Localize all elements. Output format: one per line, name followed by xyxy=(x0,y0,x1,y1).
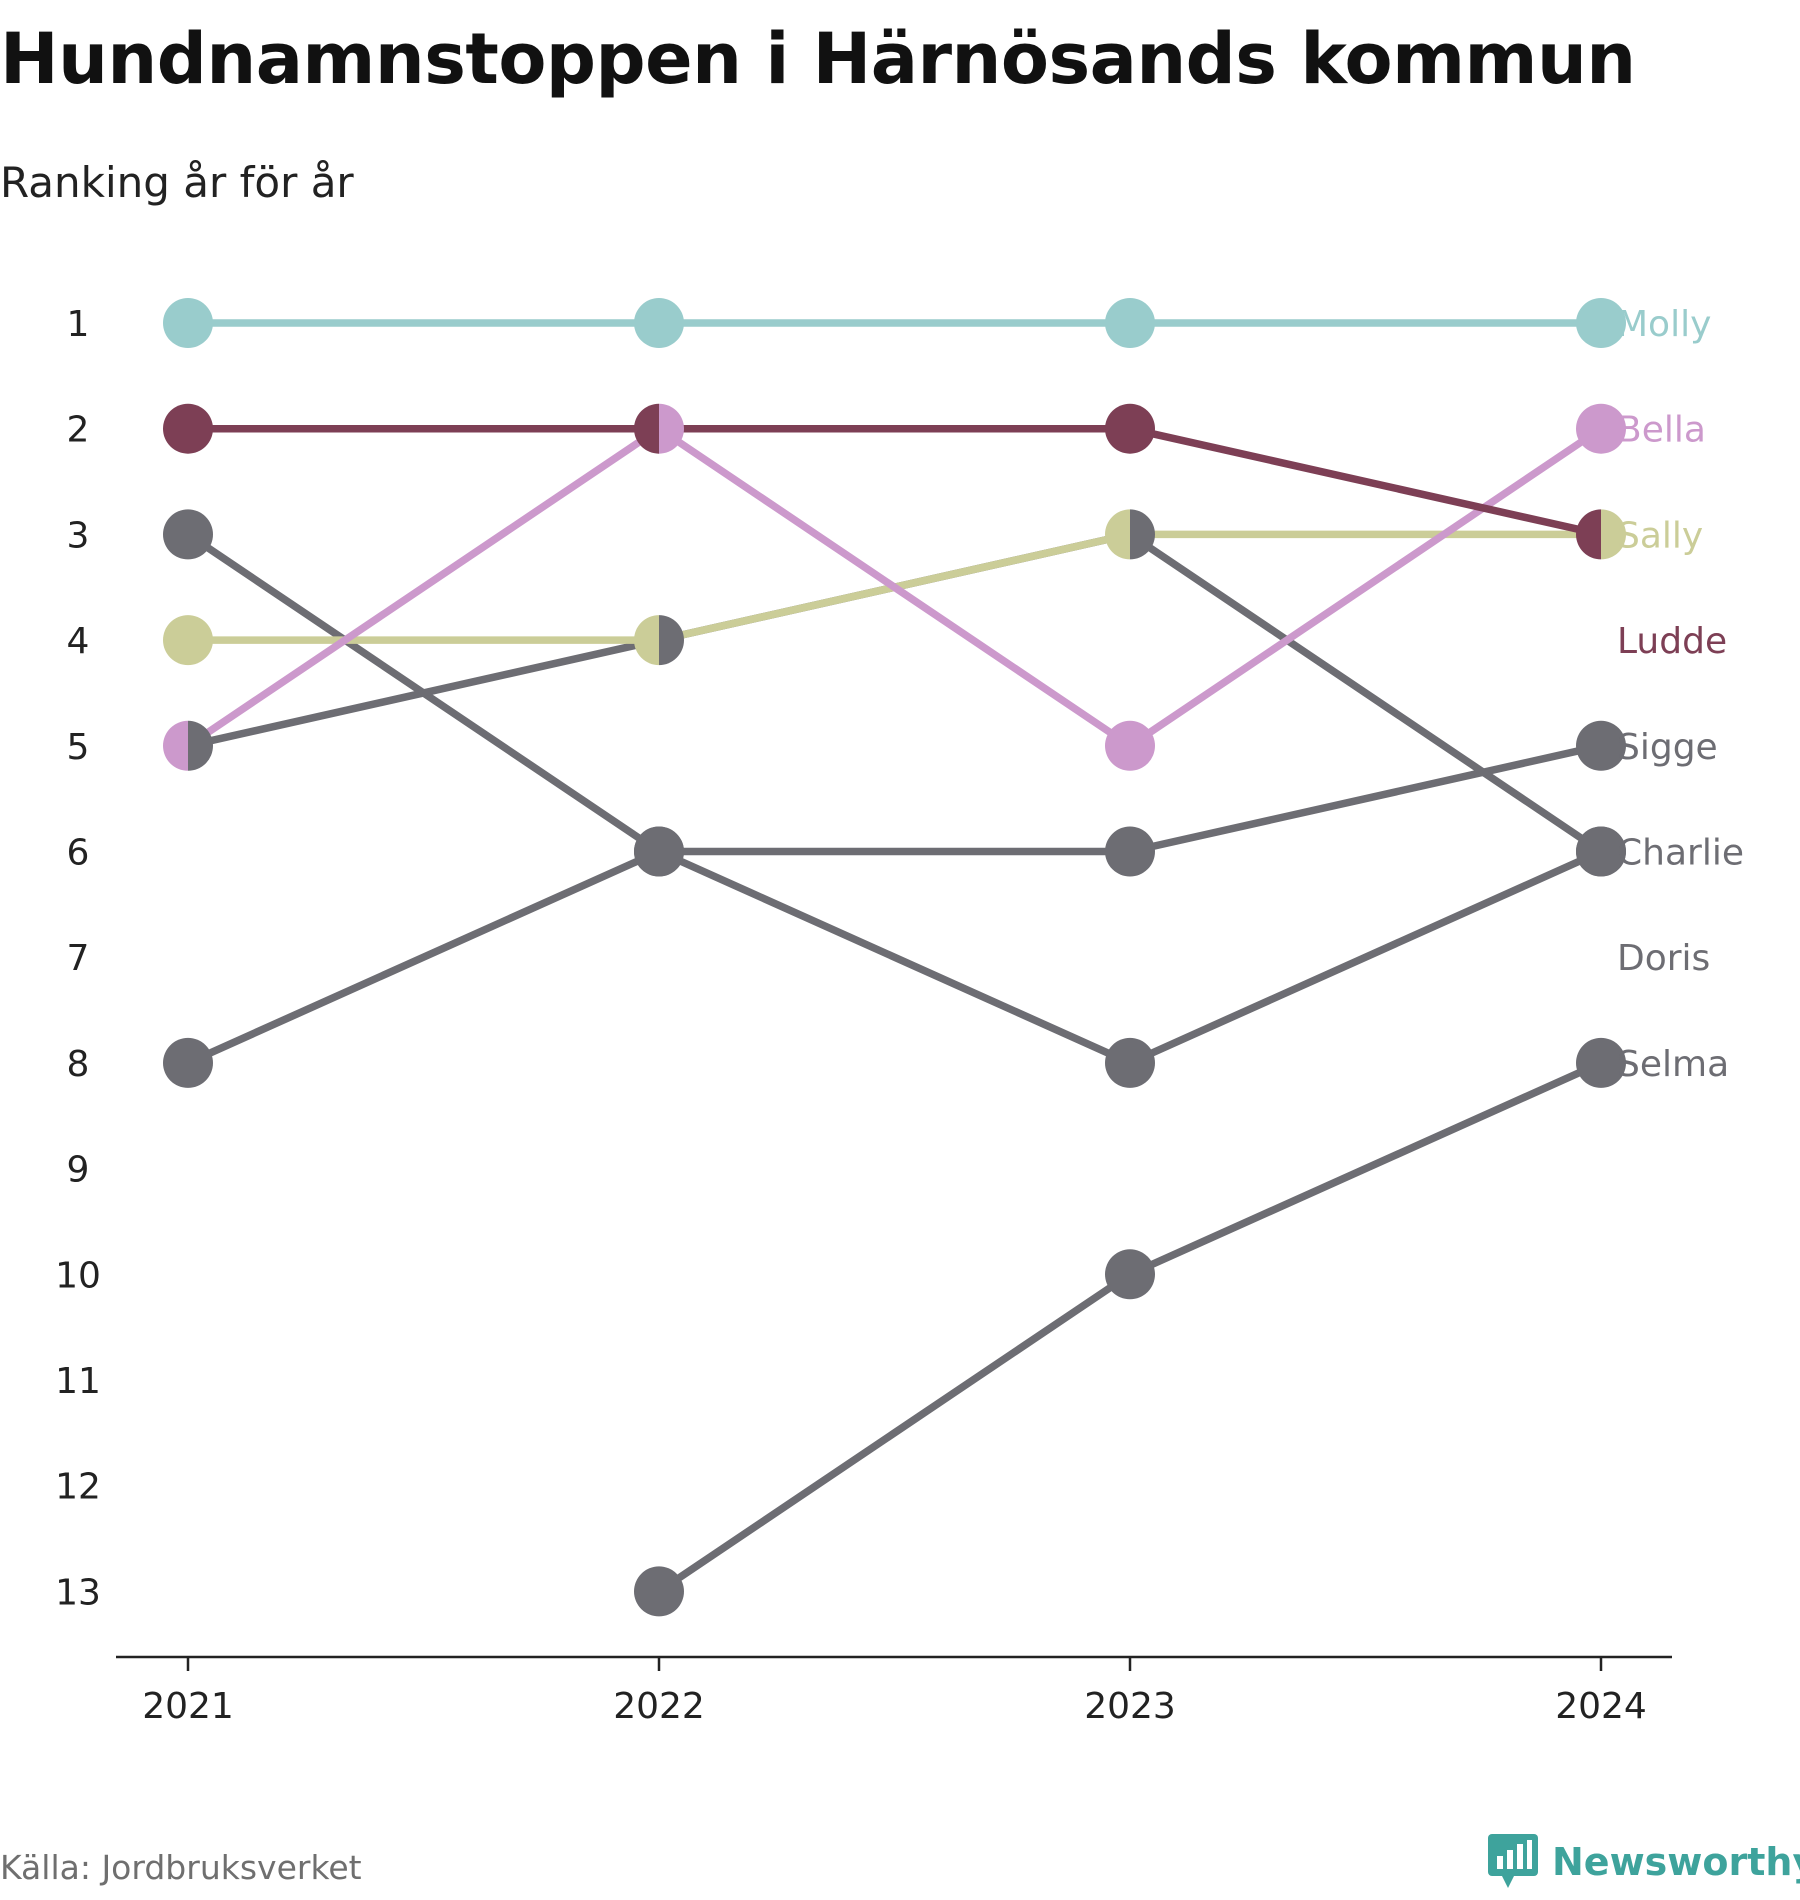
series-label-sigge: Sigge xyxy=(1617,727,1718,768)
y-tick-label: 12 xyxy=(55,1467,101,1508)
y-tick-label: 9 xyxy=(67,1150,90,1191)
y-tick-label: 11 xyxy=(55,1361,101,1402)
chart-title: Hundnamnstoppen i Härnösands kommun xyxy=(0,18,1636,100)
point-ludde xyxy=(163,403,213,454)
point-sigge xyxy=(188,720,214,771)
series-line-charlie xyxy=(184,530,1605,856)
chart-subtitle: Ranking år för år xyxy=(0,158,354,207)
point-molly xyxy=(634,298,684,348)
x-tick-label: 2021 xyxy=(142,1686,234,1727)
x-tick-label: 2024 xyxy=(1555,1686,1647,1727)
point-bella xyxy=(1105,720,1155,771)
brand-logo: Newsworthy xyxy=(1488,1834,1800,1890)
y-tick-label: 13 xyxy=(55,1572,101,1613)
point-charlie xyxy=(634,826,684,877)
point-selma xyxy=(634,1566,684,1617)
point-charlie xyxy=(1576,720,1626,771)
newsworthy-logo-icon xyxy=(1488,1834,1538,1888)
series-label-ludde: Ludde xyxy=(1617,621,1727,662)
point-ludde xyxy=(633,403,659,454)
series-line-ludde xyxy=(184,424,1605,539)
y-tick-label: 7 xyxy=(67,938,90,979)
y-tick-label: 10 xyxy=(55,1255,101,1296)
point-sally xyxy=(1601,509,1627,560)
point-doris xyxy=(163,1037,213,1088)
y-tick-label: 4 xyxy=(67,621,90,662)
y-tick-label: 5 xyxy=(67,727,90,768)
point-molly xyxy=(1576,298,1626,348)
point-bella xyxy=(163,720,188,771)
series-label-sally: Sally xyxy=(1617,515,1703,556)
series-line-bella xyxy=(184,424,1605,750)
series-label-doris: Doris xyxy=(1617,938,1710,979)
point-sigge xyxy=(1576,826,1626,877)
y-tick-label: 6 xyxy=(67,833,90,874)
brand-name: Newsworthy xyxy=(1552,1840,1800,1884)
point-selma xyxy=(1105,1249,1155,1300)
series-line-sigge xyxy=(184,530,1605,856)
point-sally xyxy=(633,615,659,666)
x-tick-label: 2023 xyxy=(1084,1686,1176,1727)
point-doris xyxy=(1105,1037,1155,1088)
y-tick-label: 2 xyxy=(67,410,90,451)
y-tick-label: 1 xyxy=(67,304,90,345)
y-tick-label: 3 xyxy=(67,515,90,556)
series-label-charlie: Charlie xyxy=(1617,833,1744,874)
series-label-selma: Selma xyxy=(1617,1044,1729,1085)
point-bella xyxy=(659,403,684,454)
series-line-selma xyxy=(655,1059,1605,1596)
point-molly xyxy=(1105,298,1155,348)
point-sally xyxy=(163,615,213,666)
series-label-molly: Molly xyxy=(1617,304,1711,345)
point-ludde xyxy=(1576,509,1601,560)
source-note: Källa: Jordbruksverket xyxy=(0,1848,362,1887)
point-charlie xyxy=(1105,826,1155,877)
series-line-doris xyxy=(184,847,1605,1067)
point-ludde xyxy=(1105,403,1155,454)
point-sigge xyxy=(1130,509,1155,560)
x-tick-label: 2022 xyxy=(613,1686,705,1727)
point-selma xyxy=(1576,1037,1626,1088)
y-tick-label: 8 xyxy=(67,1044,90,1085)
point-charlie xyxy=(163,509,213,560)
point-sally xyxy=(1105,509,1130,560)
point-bella xyxy=(1576,403,1626,454)
series-label-bella: Bella xyxy=(1617,410,1706,451)
point-molly xyxy=(163,298,213,348)
point-sigge xyxy=(659,615,684,666)
